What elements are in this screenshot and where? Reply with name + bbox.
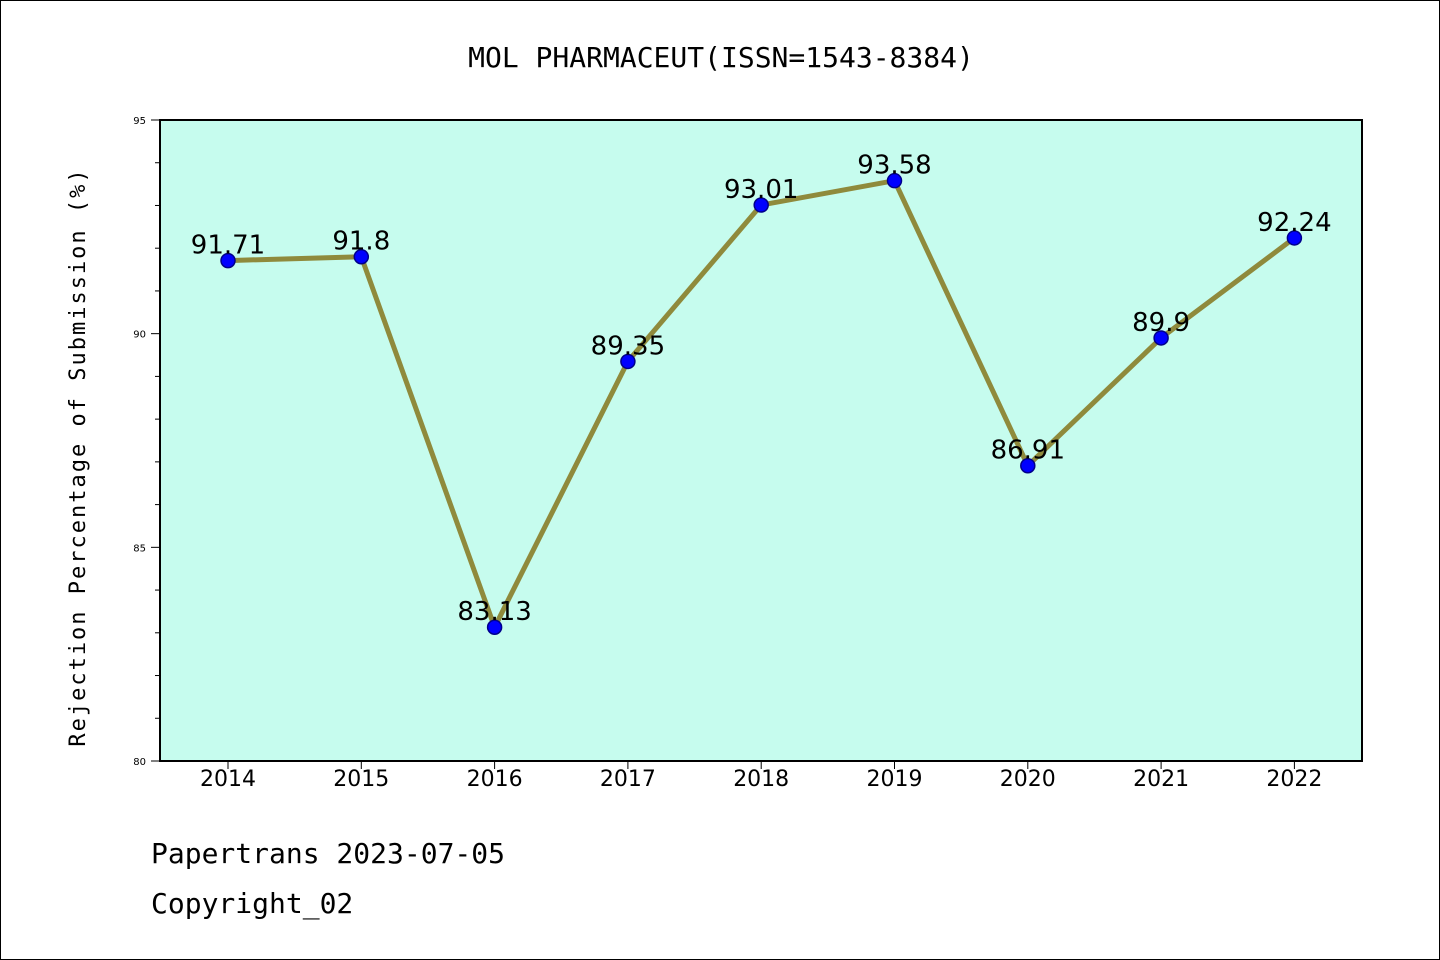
data-point-label: 89.35 (591, 331, 665, 361)
y-axis-label: Rejection Percentage of Submission (%) (66, 167, 91, 746)
x-tick-label: 2022 (1266, 767, 1322, 792)
chart-title: MOL PHARMACEUT(ISSN=1543-8384) (468, 41, 974, 74)
x-tick-label: 2015 (333, 767, 389, 792)
data-point-marker (486, 619, 503, 635)
data-point-label: 89.9 (1132, 308, 1190, 338)
data-point-marker (353, 248, 370, 265)
data-point-label: 92.24 (1257, 208, 1331, 238)
data-point-marker (220, 252, 236, 269)
data-point-marker (1020, 457, 1036, 474)
data-point-marker (620, 353, 636, 370)
y-minor-ticks (155, 162, 160, 719)
footer-date: Papertrans 2023-07-05 (151, 837, 506, 870)
plot-area (159, 119, 1363, 762)
data-point-marker (753, 197, 769, 213)
data-point-label: 91.8 (332, 227, 390, 257)
data-point-label: 93.01 (724, 175, 798, 205)
x-tick-label: 2019 (867, 767, 923, 792)
y-tick-label: 80 (133, 757, 146, 768)
x-tick-label: 2017 (600, 767, 656, 792)
x-tick-label: 2018 (733, 767, 789, 792)
y-axis-ticks: 80 85 90 95 (133, 116, 160, 768)
footer-copyright: Copyright_02 (151, 887, 354, 920)
data-labels: 91.71 91.8 83.13 89.35 93.01 93.58 86.91 89.9 92… (191, 151, 1332, 628)
data-point-label: 83.13 (457, 597, 531, 627)
x-tick-label: 2020 (1000, 767, 1056, 792)
data-point-marker (1286, 230, 1303, 246)
y-tick-label: 85 (133, 543, 146, 554)
data-point-label: 93.58 (857, 151, 931, 181)
series-markers (220, 172, 1303, 635)
y-tick-label: 95 (133, 116, 146, 127)
data-point-marker (1153, 330, 1169, 346)
y-tick-label: 90 (133, 330, 146, 341)
x-tick-label: 2016 (467, 767, 523, 792)
data-point-marker (886, 172, 903, 189)
x-tick-label: 2021 (1133, 767, 1189, 792)
x-tick-label: 2014 (200, 767, 256, 792)
x-axis-ticks: 2014 2015 2016 2017 2018 2019 2020 2021 2022 (200, 761, 1322, 792)
data-point-label: 91.71 (191, 231, 265, 261)
data-point-label: 86.91 (991, 436, 1065, 466)
